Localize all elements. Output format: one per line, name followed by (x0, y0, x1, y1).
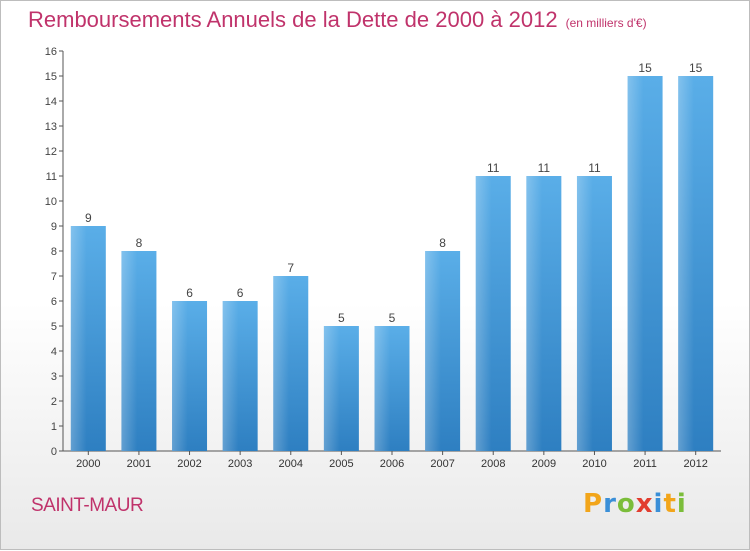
y-tick-label: 5 (51, 321, 57, 333)
bar-value-label: 11 (538, 161, 551, 175)
y-tick-label: 14 (45, 96, 57, 108)
y-tick-label: 6 (51, 296, 57, 308)
chart-title-text: Remboursements Annuels de la Dette de 20… (28, 7, 558, 32)
bar-highlight (70, 226, 87, 451)
x-tick-label: 2002 (177, 458, 201, 470)
bar-value-label: 15 (689, 61, 703, 75)
x-tick-label: 2010 (582, 458, 606, 470)
bar-highlight (121, 251, 138, 451)
logo-letter: x (635, 489, 654, 519)
bar-highlight (172, 301, 188, 451)
town-name: SAINT-MAUR (31, 495, 144, 516)
bar-highlight (678, 76, 694, 451)
chart-title: Remboursements Annuels de la Dette de 20… (28, 7, 647, 33)
bar-highlight (374, 326, 391, 451)
bar-value-label: 6 (186, 286, 193, 300)
bar-value-label: 8 (439, 236, 446, 250)
chart-subtitle: (en milliers d'€) (565, 16, 647, 30)
bar-value-label: 5 (389, 311, 396, 325)
y-tick-label: 7 (51, 271, 57, 283)
x-tick-label: 2009 (532, 458, 556, 470)
logo-letter: i (676, 489, 687, 519)
logo-letter: t (663, 489, 677, 519)
y-tick-label: 0 (51, 446, 57, 458)
y-tick-label: 3 (51, 371, 57, 383)
x-tick-label: 2001 (127, 458, 151, 470)
bar-highlight (475, 176, 492, 451)
x-tick-label: 2012 (683, 458, 707, 470)
bar-value-label: 15 (638, 61, 652, 75)
bar-value-label: 11 (588, 161, 601, 175)
logo-letter: r (603, 489, 617, 519)
bars: 9 8 6 6 7 5 5 8 11 11 11 15 15 (70, 61, 714, 451)
bar-value-label: 11 (487, 161, 500, 175)
x-tick-label: 2006 (380, 458, 404, 470)
y-tick-label: 9 (51, 221, 57, 233)
bar-value-label: 9 (85, 211, 92, 225)
x-tick-label: 2005 (329, 458, 353, 470)
y-tick-label: 10 (45, 196, 57, 208)
y-tick-label: 4 (51, 346, 57, 358)
bar-highlight (425, 251, 441, 451)
y-tick-label: 11 (46, 171, 57, 183)
x-tick-label: 2007 (430, 458, 454, 470)
bar-highlight (323, 326, 340, 451)
y-tick-label: 1 (51, 421, 57, 433)
bar-highlight (222, 301, 239, 451)
x-tick-label: 2004 (279, 458, 303, 470)
proxiti-logo: Proxiti (583, 489, 687, 519)
bar-value-label: 7 (287, 261, 294, 275)
bar-value-label: 6 (237, 286, 244, 300)
bar-highlight (627, 76, 644, 451)
y-tick-label: 12 (45, 146, 57, 158)
bar-value-label: 5 (338, 311, 345, 325)
y-tick-label: 16 (45, 46, 57, 58)
y-tick-label: 15 (45, 71, 57, 83)
logo-letter: P (583, 489, 604, 519)
logo-letter: i (653, 489, 664, 519)
y-tick-label: 8 (51, 246, 57, 258)
x-tick-label: 2011 (633, 458, 657, 470)
x-tick-label: 2008 (481, 458, 505, 470)
bar-highlight (273, 276, 290, 451)
x-tick-label: 2000 (76, 458, 100, 470)
bar-highlight (526, 176, 543, 451)
y-tick-label: 13 (45, 121, 57, 133)
x-tick-label: 2003 (228, 458, 252, 470)
bar-highlight (576, 176, 593, 451)
logo-letter: o (616, 489, 636, 519)
bar-value-label: 8 (136, 236, 143, 250)
y-tick-label: 2 (51, 396, 57, 408)
